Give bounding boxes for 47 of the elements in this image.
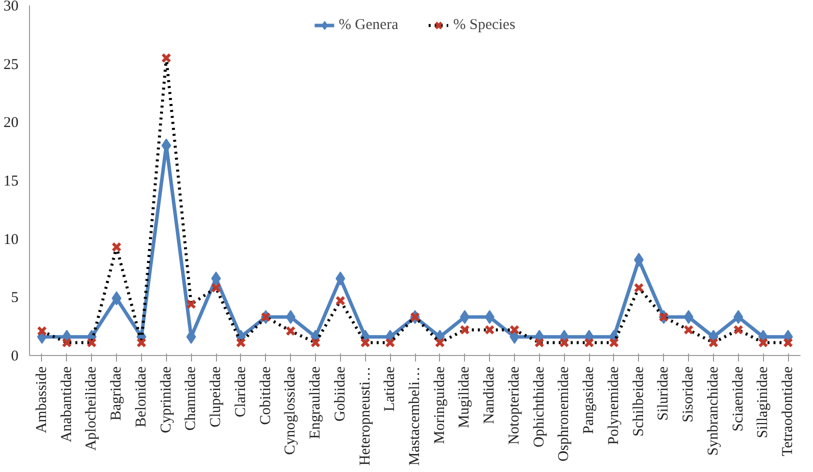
point — [684, 310, 694, 324]
x-tick-label: Synbranchidae — [705, 366, 722, 456]
x-tick-label: Heteropneusti… — [357, 366, 374, 466]
x-tick-label: Mastacembeli… — [407, 366, 423, 466]
x-tick-label: Ambasside — [34, 366, 50, 434]
x-tick-label: Channidae — [183, 366, 200, 431]
x-tick-label: Nandidae — [482, 366, 498, 424]
x-tick-label: Moringuidae — [432, 366, 448, 444]
x-tick-label: Mugilidae — [456, 366, 473, 428]
x-tick-label: Tetraodontidae — [780, 366, 796, 456]
x-tick-label: Anabantidae — [58, 366, 75, 442]
x-tick-label: Sillaginidae — [755, 366, 772, 438]
x-tick-label: Cobitidae — [258, 366, 274, 425]
x-tick-label: Latidae — [382, 366, 398, 412]
point — [286, 310, 296, 324]
x-tick-label: Belonidae — [133, 366, 150, 428]
x-tick-label: Gobiidae — [332, 366, 348, 422]
x-tick-label: Osphronemidae — [556, 366, 572, 462]
x-tick-label: Claridae — [232, 366, 249, 418]
y-tick-label: 30 — [4, 0, 18, 14]
y-tick-label: 0 — [11, 348, 18, 364]
x-tick-label: Sisoridae — [680, 366, 697, 422]
x-tick-label: Notopteridae — [506, 366, 522, 445]
x-tick-label: Cynoglossidae — [282, 366, 299, 455]
y-tick-label: 20 — [4, 115, 18, 132]
point — [336, 272, 346, 286]
legend-label: % Species — [453, 16, 516, 34]
y-tick-label: 5 — [11, 290, 18, 306]
x-tick-label: Siluridae — [656, 366, 672, 421]
x-tick-label: Polynemidae — [606, 366, 622, 445]
x-tick-label: Pangasidae — [581, 366, 598, 434]
x-tick-label: Cyprinidae — [158, 366, 174, 434]
y-tick-label: 25 — [4, 56, 18, 73]
legend-label: % Genera — [338, 16, 398, 34]
point — [460, 310, 470, 324]
x-tick-label: Engraulidae — [308, 366, 324, 439]
x-tick-label: Clupeidae — [208, 366, 224, 428]
point — [211, 272, 221, 286]
x-tick-label: Aplocheilidae — [84, 366, 100, 451]
x-tick-label: Bagridae — [108, 366, 125, 421]
x-tick-label: Schilbeidae — [630, 366, 647, 436]
y-tick-label: 15 — [4, 174, 18, 190]
y-tick-label: 10 — [4, 232, 18, 248]
point — [733, 310, 744, 324]
x-tick-label: Sciaenidae — [730, 366, 746, 432]
x-tick-label: Ophichthidae — [531, 366, 548, 448]
point — [484, 310, 494, 324]
